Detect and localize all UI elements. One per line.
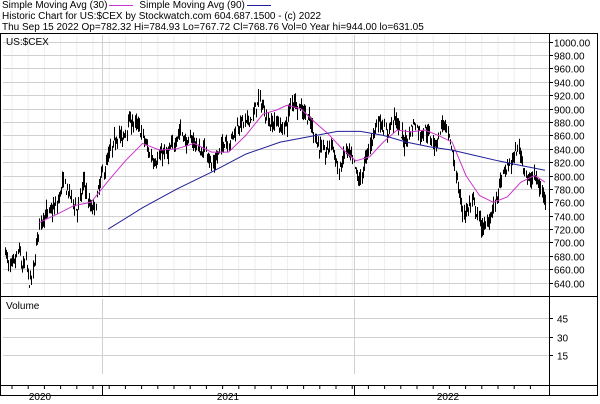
chart-frame [0,33,598,396]
ytick-label-volume: 15 [557,352,569,363]
chart-title: Historic Chart for US:$CEX by Stockwatch… [2,11,322,22]
ytick-label-price: 740.00 [554,213,585,224]
price-panel-label: US:$CEX [6,37,49,48]
legend-label-ma30: Simple Moving Avg (30) [2,0,108,11]
ytick-label-price: 680.00 [554,253,585,264]
price-bars [5,88,546,288]
xtick-label-year: 2022 [437,392,460,403]
xtick-label-year: 2021 [217,392,240,403]
series-ma90-line [107,130,546,230]
ytick-label-price: 780.00 [554,186,585,197]
ytick-label-volume: 45 [557,315,569,326]
ytick-label-price: 720.00 [554,226,585,237]
ytick-label-price: 840.00 [554,146,585,157]
ytick-label-price: 900.00 [554,106,585,117]
xtick-label-year: 2020 [29,392,52,403]
legend-label-ma90: Simple Moving Avg (90) [139,0,245,11]
legend-swatch-ma90 [246,4,271,6]
ytick-label-price: 980.00 [554,52,585,63]
chart-stats: Thu Sep 15 2022 Op=782.32 Hi=784.93 Lo=7… [2,22,424,33]
series-ma30-line [39,104,546,223]
ytick-label-price: 960.00 [554,65,585,76]
ytick-label-price: 820.00 [554,159,585,170]
legend-swatch-ma30 [109,4,134,6]
ytick-label-price: 760.00 [554,199,585,210]
ytick-label-price: 920.00 [554,92,585,103]
ytick-label-price: 800.00 [554,173,585,184]
ytick-label-volume: 30 [557,334,569,345]
legend: Simple Moving Avg (30) Simple Moving Avg … [2,0,277,11]
ytick-label-price: 1000.00 [554,39,591,50]
ytick-label-price: 700.00 [554,239,585,250]
ytick-label-price: 860.00 [554,132,585,143]
volume-panel-label: Volume [6,301,40,312]
ytick-label-price: 660.00 [554,266,585,277]
ytick-label-price: 880.00 [554,119,585,130]
ytick-label-price: 940.00 [554,79,585,90]
ytick-label-price: 640.00 [554,280,585,291]
